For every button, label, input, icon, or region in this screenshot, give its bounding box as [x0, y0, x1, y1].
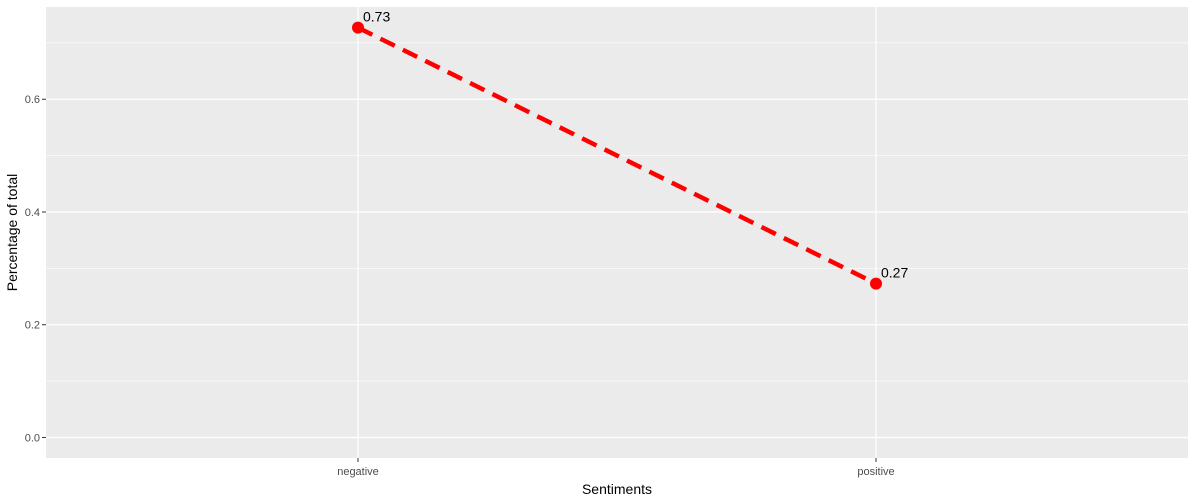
x-axis-title: Sentiments: [582, 481, 652, 497]
data-point-positive: [870, 277, 882, 290]
y-tick-label: 0.4: [25, 207, 40, 219]
plot-panel: [46, 7, 1188, 458]
data-label-negative: 0.73: [363, 9, 390, 25]
y-axis-ticks: 0.0 0.2 0.4 0.6: [25, 94, 46, 444]
y-tick-label: 0.0: [25, 432, 40, 444]
x-tick-label: positive: [857, 466, 894, 478]
data-labels: 0.73 0.27: [363, 9, 908, 281]
y-axis-title: Percentage of total: [4, 174, 20, 292]
y-tick-label: 0.2: [25, 320, 40, 332]
x-axis-ticks: negative positive: [337, 458, 895, 478]
y-tick-label: 0.6: [25, 94, 40, 106]
x-tick-label: negative: [337, 466, 379, 478]
series-layer: [352, 21, 882, 290]
data-label-positive: 0.27: [881, 265, 908, 281]
data-point-negative: [352, 21, 364, 34]
series-line: [357, 25, 877, 286]
major-grid: [46, 7, 1188, 458]
